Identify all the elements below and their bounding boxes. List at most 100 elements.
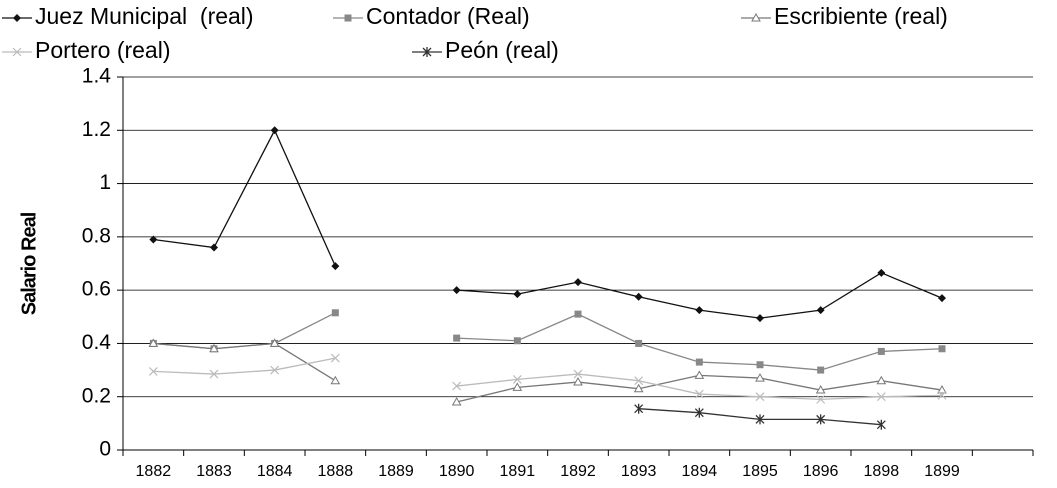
marker [756, 314, 764, 323]
marker-shape [695, 358, 703, 366]
legend-label: Escribiente (real) [774, 3, 948, 29]
marker-shape [330, 375, 341, 385]
marker-shape [694, 407, 704, 418]
marker [633, 383, 644, 393]
y-tick-label: 1 [99, 171, 111, 194]
marker [755, 414, 765, 425]
marker [270, 126, 279, 135]
y-tick-label: 0.6 [82, 278, 111, 301]
legend-label: Contador (Real) [366, 3, 530, 29]
marker-shape [209, 343, 219, 353]
marker-shape [270, 365, 280, 375]
x-tick-label: 1884 [257, 463, 293, 480]
marker-shape [12, 47, 22, 57]
marker [816, 306, 825, 315]
x-tick-label: 1891 [500, 463, 536, 480]
marker-shape [148, 338, 159, 347]
x-tick-label: 1896 [803, 463, 839, 480]
marker-shape [574, 278, 582, 287]
marker-shape [635, 339, 643, 347]
marker [876, 392, 886, 402]
marker-shape [817, 366, 825, 374]
marker [755, 392, 765, 402]
marker-shape [344, 14, 352, 22]
marker-shape [452, 381, 462, 391]
marker-shape [695, 306, 704, 315]
marker-shape [453, 334, 461, 342]
marker-shape [694, 370, 705, 379]
marker-shape [755, 414, 765, 425]
marker [344, 14, 352, 22]
marker [694, 370, 705, 379]
marker [756, 361, 764, 369]
marker [210, 243, 218, 252]
marker-shape [513, 337, 521, 345]
marker [573, 377, 583, 386]
marker [12, 47, 22, 57]
marker-shape [209, 369, 219, 379]
x-tick-label: 1883 [196, 463, 232, 480]
marker [938, 345, 946, 353]
legend-item: Escribiente (real) [741, 3, 948, 29]
y-tick-label: 0 [99, 438, 111, 461]
x-tick-label: 1888 [318, 463, 354, 480]
legend-item: Peón (real) [412, 37, 559, 63]
marker-shape [694, 389, 704, 399]
marker [513, 337, 521, 345]
y-tick-label: 0.4 [82, 331, 112, 354]
marker [331, 262, 340, 271]
marker-shape [13, 14, 21, 22]
marker-shape [756, 314, 764, 323]
marker-shape [815, 385, 826, 394]
marker-shape [574, 310, 582, 318]
marker [209, 369, 219, 379]
x-tick-label: 1894 [682, 463, 718, 480]
marker [694, 407, 704, 418]
legend-item: Juez Municipal (real) [2, 3, 254, 29]
y-tick-label: 1.2 [82, 118, 111, 141]
marker [512, 382, 523, 391]
x-tick-label: 1892 [560, 463, 596, 480]
y-tick-label: 0.8 [82, 224, 111, 247]
marker-shape [634, 292, 643, 301]
marker [634, 292, 643, 301]
marker [938, 294, 946, 303]
x-tick-label: 1890 [439, 463, 475, 480]
marker [453, 334, 461, 342]
marker [816, 394, 826, 404]
marker [330, 375, 341, 385]
marker [877, 347, 885, 355]
marker [13, 14, 21, 22]
x-tick-label: 1893 [621, 463, 657, 480]
marker-shape [756, 361, 764, 369]
x-tick-label: 1882 [136, 463, 172, 480]
marker-shape [512, 382, 523, 391]
marker [269, 338, 280, 347]
legend-label: Juez Municipal (real) [35, 3, 254, 29]
x-tick-label: 1899 [924, 463, 960, 480]
marker [815, 385, 826, 394]
marker [573, 369, 583, 379]
marker-shape [451, 397, 462, 406]
marker [209, 343, 219, 353]
marker [694, 389, 704, 399]
marker-shape [331, 309, 339, 317]
marker [512, 374, 522, 384]
marker-shape [876, 375, 887, 385]
marker [937, 385, 947, 394]
marker [452, 286, 461, 295]
marker-shape [634, 403, 644, 414]
marker-shape [877, 268, 886, 277]
marker-shape [938, 294, 946, 303]
marker [452, 381, 462, 391]
marker-shape [937, 390, 947, 400]
marker-shape [938, 345, 946, 353]
marker-shape [422, 47, 432, 57]
marker [634, 376, 644, 386]
marker-shape [270, 126, 279, 135]
marker [148, 338, 159, 347]
marker-shape [452, 286, 461, 295]
legend-item: Portero (real) [2, 37, 170, 63]
marker-shape [816, 306, 825, 315]
marker-shape [210, 243, 218, 252]
